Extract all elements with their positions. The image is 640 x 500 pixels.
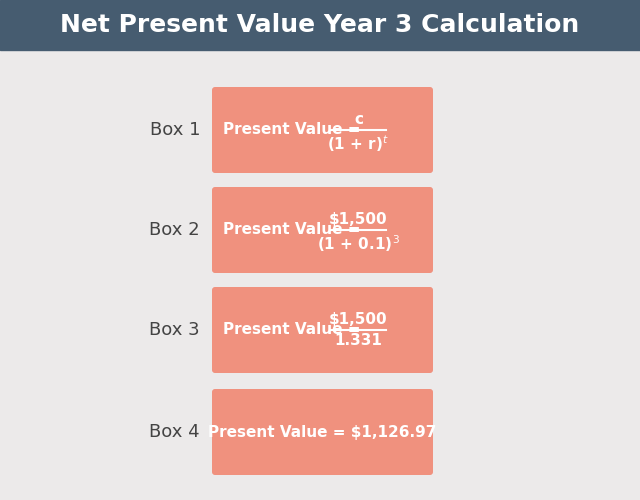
Text: Box 4: Box 4 bbox=[149, 423, 200, 441]
FancyBboxPatch shape bbox=[212, 287, 433, 373]
Text: Net Present Value Year 3 Calculation: Net Present Value Year 3 Calculation bbox=[60, 13, 580, 37]
FancyBboxPatch shape bbox=[212, 187, 433, 273]
FancyBboxPatch shape bbox=[212, 389, 433, 475]
Text: Present Value = $1,126.97: Present Value = $1,126.97 bbox=[208, 424, 436, 440]
Text: Present Value =: Present Value = bbox=[223, 122, 365, 138]
Text: $1,500: $1,500 bbox=[329, 212, 388, 227]
FancyBboxPatch shape bbox=[0, 0, 640, 50]
Text: 1.331: 1.331 bbox=[335, 333, 383, 348]
Text: Box 2: Box 2 bbox=[149, 221, 200, 239]
Text: (1 + r)$^{t}$: (1 + r)$^{t}$ bbox=[328, 133, 390, 154]
Text: Present Value =: Present Value = bbox=[223, 222, 365, 238]
Text: Box 3: Box 3 bbox=[149, 321, 200, 339]
Text: (1 + 0.1)$^{3}$: (1 + 0.1)$^{3}$ bbox=[317, 233, 400, 254]
FancyBboxPatch shape bbox=[212, 87, 433, 173]
Text: c: c bbox=[354, 112, 363, 127]
Text: Present Value =: Present Value = bbox=[223, 322, 365, 338]
Text: Box 1: Box 1 bbox=[150, 121, 200, 139]
Text: $1,500: $1,500 bbox=[329, 312, 388, 327]
